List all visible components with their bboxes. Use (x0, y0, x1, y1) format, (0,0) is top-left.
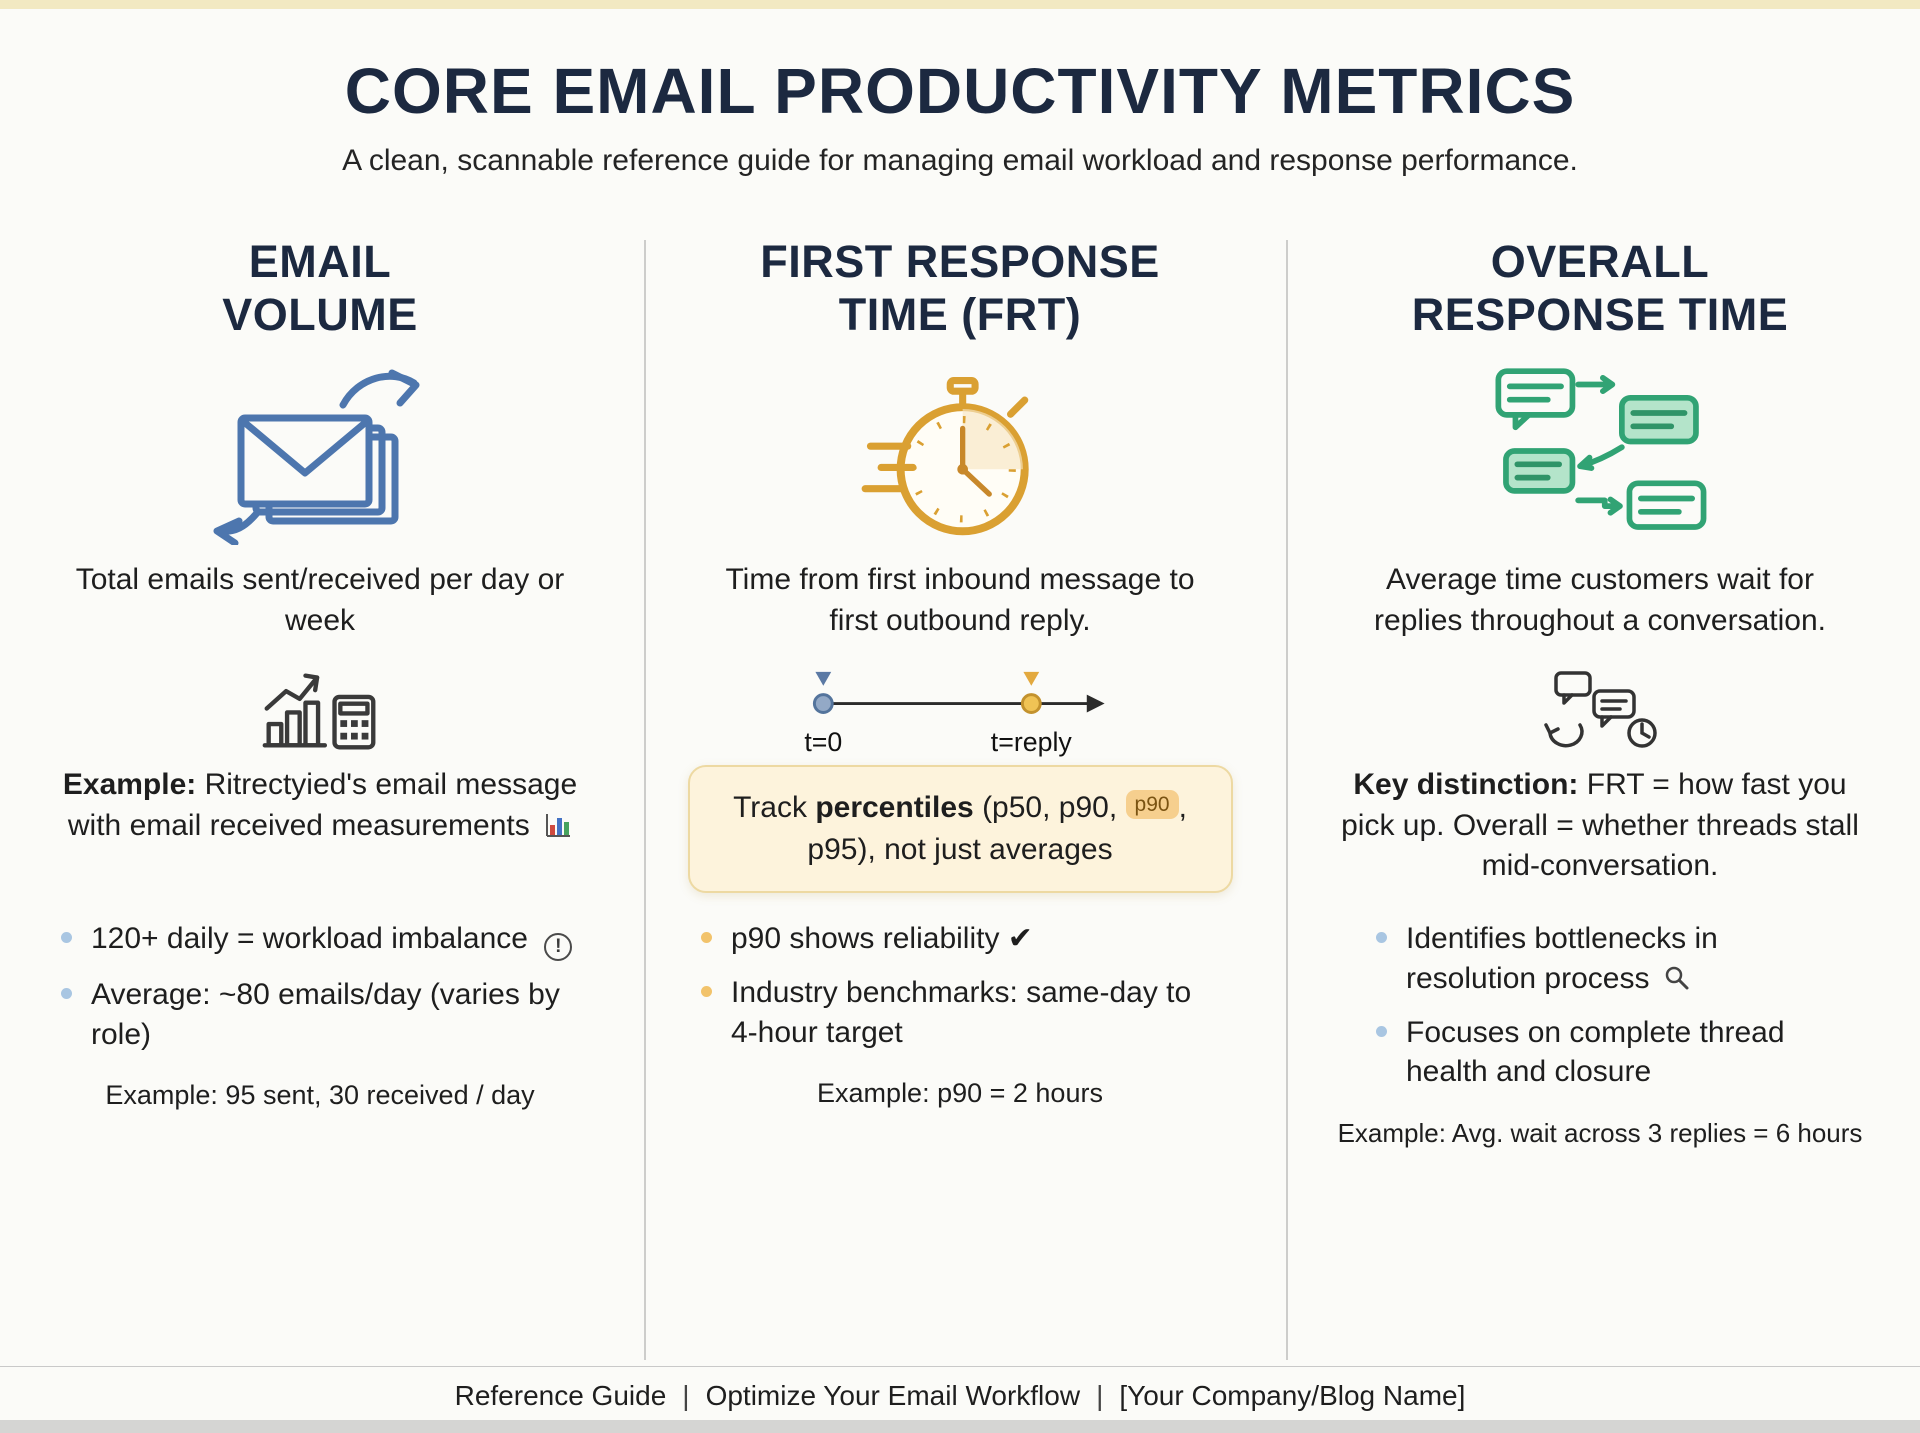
bullet-dot (61, 932, 72, 944)
bullet-dot (61, 987, 72, 999)
overall-heading-row: OVERALL RESPONSE TIME (1390, 236, 1810, 356)
stopwatch-icon (845, 356, 1075, 546)
chat-cycle-clock-icon-svg (1544, 671, 1657, 749)
bullet-average-emails: Average: ~80 emails/day (varies by role) (55, 975, 585, 1054)
callout-text: (p50, p90, (973, 791, 1126, 825)
bullet-text: p90 shows reliability ✔ (731, 922, 1033, 956)
timeline-end-label: t=reply (991, 727, 1073, 757)
bullet-dot (1376, 932, 1387, 944)
bottom-strip (0, 1420, 1920, 1433)
timeline-t0-to-reply-icon: t=0 t=reply (770, 655, 1150, 765)
bar-chart-calculator-icon (256, 655, 384, 765)
timeline-start-label: t=0 (804, 727, 842, 757)
column-email-volume: EMAIL VOLUME Total emails sent/received … (0, 236, 640, 1148)
example-text: Ritrectyied's email message with email r… (67, 768, 578, 842)
email-volume-desc-row: Total emails sent/received per day or we… (60, 560, 580, 655)
callout-text: Track (733, 791, 816, 825)
p90-badge: p90 (1125, 790, 1179, 820)
email-volume-description: Total emails sent/received per day or we… (75, 563, 565, 637)
callout-text: , p95), not just averages (807, 791, 1187, 867)
email-volume-example: Example: Ritrectyied's email message wit… (50, 765, 590, 846)
overall-bullets: Identifies bottlenecks in resolution pro… (1370, 919, 1830, 1105)
overall-footnote: Example: Avg. wait across 3 replies = 6 … (1337, 1117, 1863, 1148)
email-stack-icon-svg (213, 369, 420, 546)
frt-heading: FIRST RESPONSE TIME (FRT) (760, 236, 1160, 340)
top-accent-strip (0, 0, 1920, 9)
bullet-text: Focuses on complete thread health and cl… (1406, 1015, 1785, 1089)
frt-callout-row: Track percentiles (p50, p90, p90, p95), … (680, 765, 1240, 915)
chat-cycle-clock-icon (1534, 655, 1666, 765)
footer-segment-workflow: Optimize Your Email Workflow (705, 1380, 1081, 1411)
key-distinction-label: Key distinction: (1353, 768, 1579, 802)
overall-key-row: Key distinction: FRT = how fast you pick… (1320, 765, 1880, 915)
conversation-flow-icon (1467, 356, 1733, 546)
bullet-text: Identifies bottlenecks in resolution pro… (1406, 922, 1718, 995)
callout-bold-text: percentiles (815, 791, 974, 825)
magnifier-icon (1665, 966, 1689, 990)
bullet-dot (1376, 1025, 1387, 1037)
email-volume-bullets: 120+ daily = workload imbalance ! Averag… (55, 919, 585, 1068)
bullet-text: Average: ~80 emails/day (varies by role) (91, 977, 560, 1051)
overall-description: Average time customers wait for replies … (1374, 563, 1826, 637)
key-distinction-text: FRT = how fast you pick up. Overall = wh… (1341, 768, 1859, 883)
email-volume-example-row: Example: Ritrectyied's email message wit… (40, 765, 600, 915)
footer-segment-company: [Your Company/Blog Name] (1119, 1380, 1466, 1411)
footer-divider (0, 1366, 1920, 1367)
bullet-thread-health: Focuses on complete thread health and cl… (1370, 1013, 1830, 1092)
column-divider-left (644, 240, 646, 1360)
overall-desc-row: Average time customers wait for replies … (1340, 560, 1860, 655)
columns-container: EMAIL VOLUME Total emails sent/received … (0, 236, 1920, 1148)
frt-footnote: Example: p90 = 2 hours (817, 1078, 1103, 1109)
email-volume-heading: EMAIL VOLUME (222, 236, 418, 340)
email-volume-footnote: Example: 95 sent, 30 received / day (105, 1080, 535, 1111)
key-distinction: Key distinction: FRT = how fast you pick… (1330, 765, 1870, 887)
example-label: Example: (62, 768, 197, 802)
bullet-dot (701, 985, 712, 997)
page-subtitle: A clean, scannable reference guide for m… (342, 144, 1578, 178)
footer-segment-reference-guide: Reference Guide (454, 1380, 667, 1411)
bullet-industry-benchmarks: Industry benchmarks: same-day to 4-hour … (695, 973, 1225, 1052)
bar-chart-emoji-icon (546, 813, 571, 837)
column-divider-right (1286, 240, 1288, 1360)
email-volume-heading-row: EMAIL VOLUME (180, 236, 460, 356)
footer-separator: | (682, 1380, 690, 1411)
bullet-dot (701, 932, 712, 944)
conversation-flow-icon-svg (1495, 368, 1707, 531)
page-title: CORE EMAIL PRODUCTIVITY METRICS (344, 55, 1576, 127)
footer-separator: | (1096, 1380, 1104, 1411)
timeline-svg: t=0 t=reply (804, 672, 1105, 757)
bar-chart-calculator-icon-svg (262, 673, 376, 750)
footer-text: Reference Guide | Optimize Your Email Work… (0, 1380, 1920, 1412)
frt-description: Time from first inbound message to first… (725, 563, 1195, 637)
alert-circle-icon: ! (544, 932, 573, 961)
percentiles-callout: Track percentiles (p50, p90, p90, p95), … (687, 765, 1233, 894)
bullet-workload-imbalance: 120+ daily = workload imbalance ! (55, 919, 585, 961)
column-overall-response-time: OVERALL RESPONSE TIME (1280, 236, 1920, 1148)
bullet-identifies-bottlenecks: Identifies bottlenecks in resolution pro… (1370, 919, 1830, 998)
stopwatch-icon-svg (861, 376, 1029, 536)
bullet-text: Industry benchmarks: same-day to 4-hour … (731, 975, 1192, 1049)
overall-heading: OVERALL RESPONSE TIME (1411, 236, 1789, 340)
frt-bullets: p90 shows reliability ✔ Industry benchma… (695, 919, 1225, 1066)
bullet-text: 120+ daily = workload imbalance (91, 922, 528, 956)
frt-desc-row: Time from first inbound message to first… (700, 560, 1220, 655)
header: CORE EMAIL PRODUCTIVITY METRICS A clean,… (0, 0, 1920, 178)
frt-heading-row: FIRST RESPONSE TIME (FRT) (740, 236, 1180, 356)
email-stack-icon (195, 356, 445, 546)
bullet-p90-reliability: p90 shows reliability ✔ (695, 919, 1225, 959)
column-first-response-time: FIRST RESPONSE TIME (FRT) (640, 236, 1280, 1148)
